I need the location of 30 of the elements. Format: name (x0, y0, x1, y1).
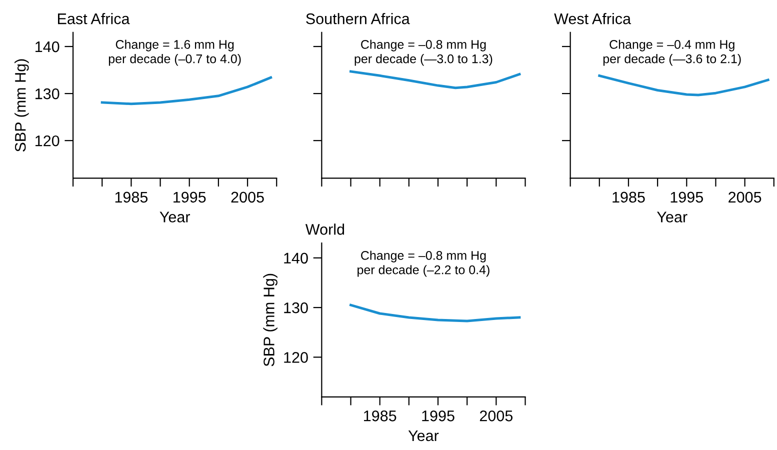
y-tick-label: 130 (284, 302, 308, 314)
x-tick-label: 1995 (670, 192, 703, 203)
chart-title: Southern Africa (306, 12, 410, 24)
chart-title: East Africa (58, 12, 130, 24)
chart-title: West Africa (554, 12, 632, 24)
annotation: Change = –0.8 mm Hg per decade (–2.2 to 0.4) (358, 250, 490, 277)
x-tick-label: 2005 (480, 410, 513, 422)
y-axis-title: SBP (mm Hg) (263, 274, 278, 366)
x-tick-label: 1985 (612, 192, 645, 203)
x-tick-label: 2005 (728, 192, 762, 203)
x-axis-title: Year (408, 430, 439, 442)
x-tick-label: 1995 (174, 192, 206, 203)
line-series (100, 76, 272, 106)
annotation: Change = 1.6 mm Hg per decade (–0.7 to 4.0) (108, 40, 241, 66)
x-axis-title: Year (160, 212, 190, 222)
y-tick-label: 140 (284, 252, 308, 264)
x-axis-title: Year (657, 212, 688, 222)
y-axis-title: SBP (mm Hg) (14, 59, 29, 152)
annotation: Change = –0.4 mm Hg per decade (—3.6 to 2.1) (603, 40, 741, 66)
x-tick-label: 1995 (422, 410, 454, 422)
x-tick-label: 1985 (364, 410, 396, 422)
chart-title: World (305, 224, 344, 235)
x-tick-label: 1985 (115, 192, 148, 203)
y-tick-label: 140 (36, 41, 60, 52)
line-series (350, 304, 521, 322)
y-tick-label: 120 (284, 352, 308, 363)
y-tick-label: 120 (36, 135, 60, 146)
x-tick-label: 2005 (231, 192, 264, 203)
y-tick-label: 130 (36, 88, 60, 100)
annotation: Change = –0.8 mm Hg per decade (—3.0 to 1.3) (354, 40, 492, 66)
